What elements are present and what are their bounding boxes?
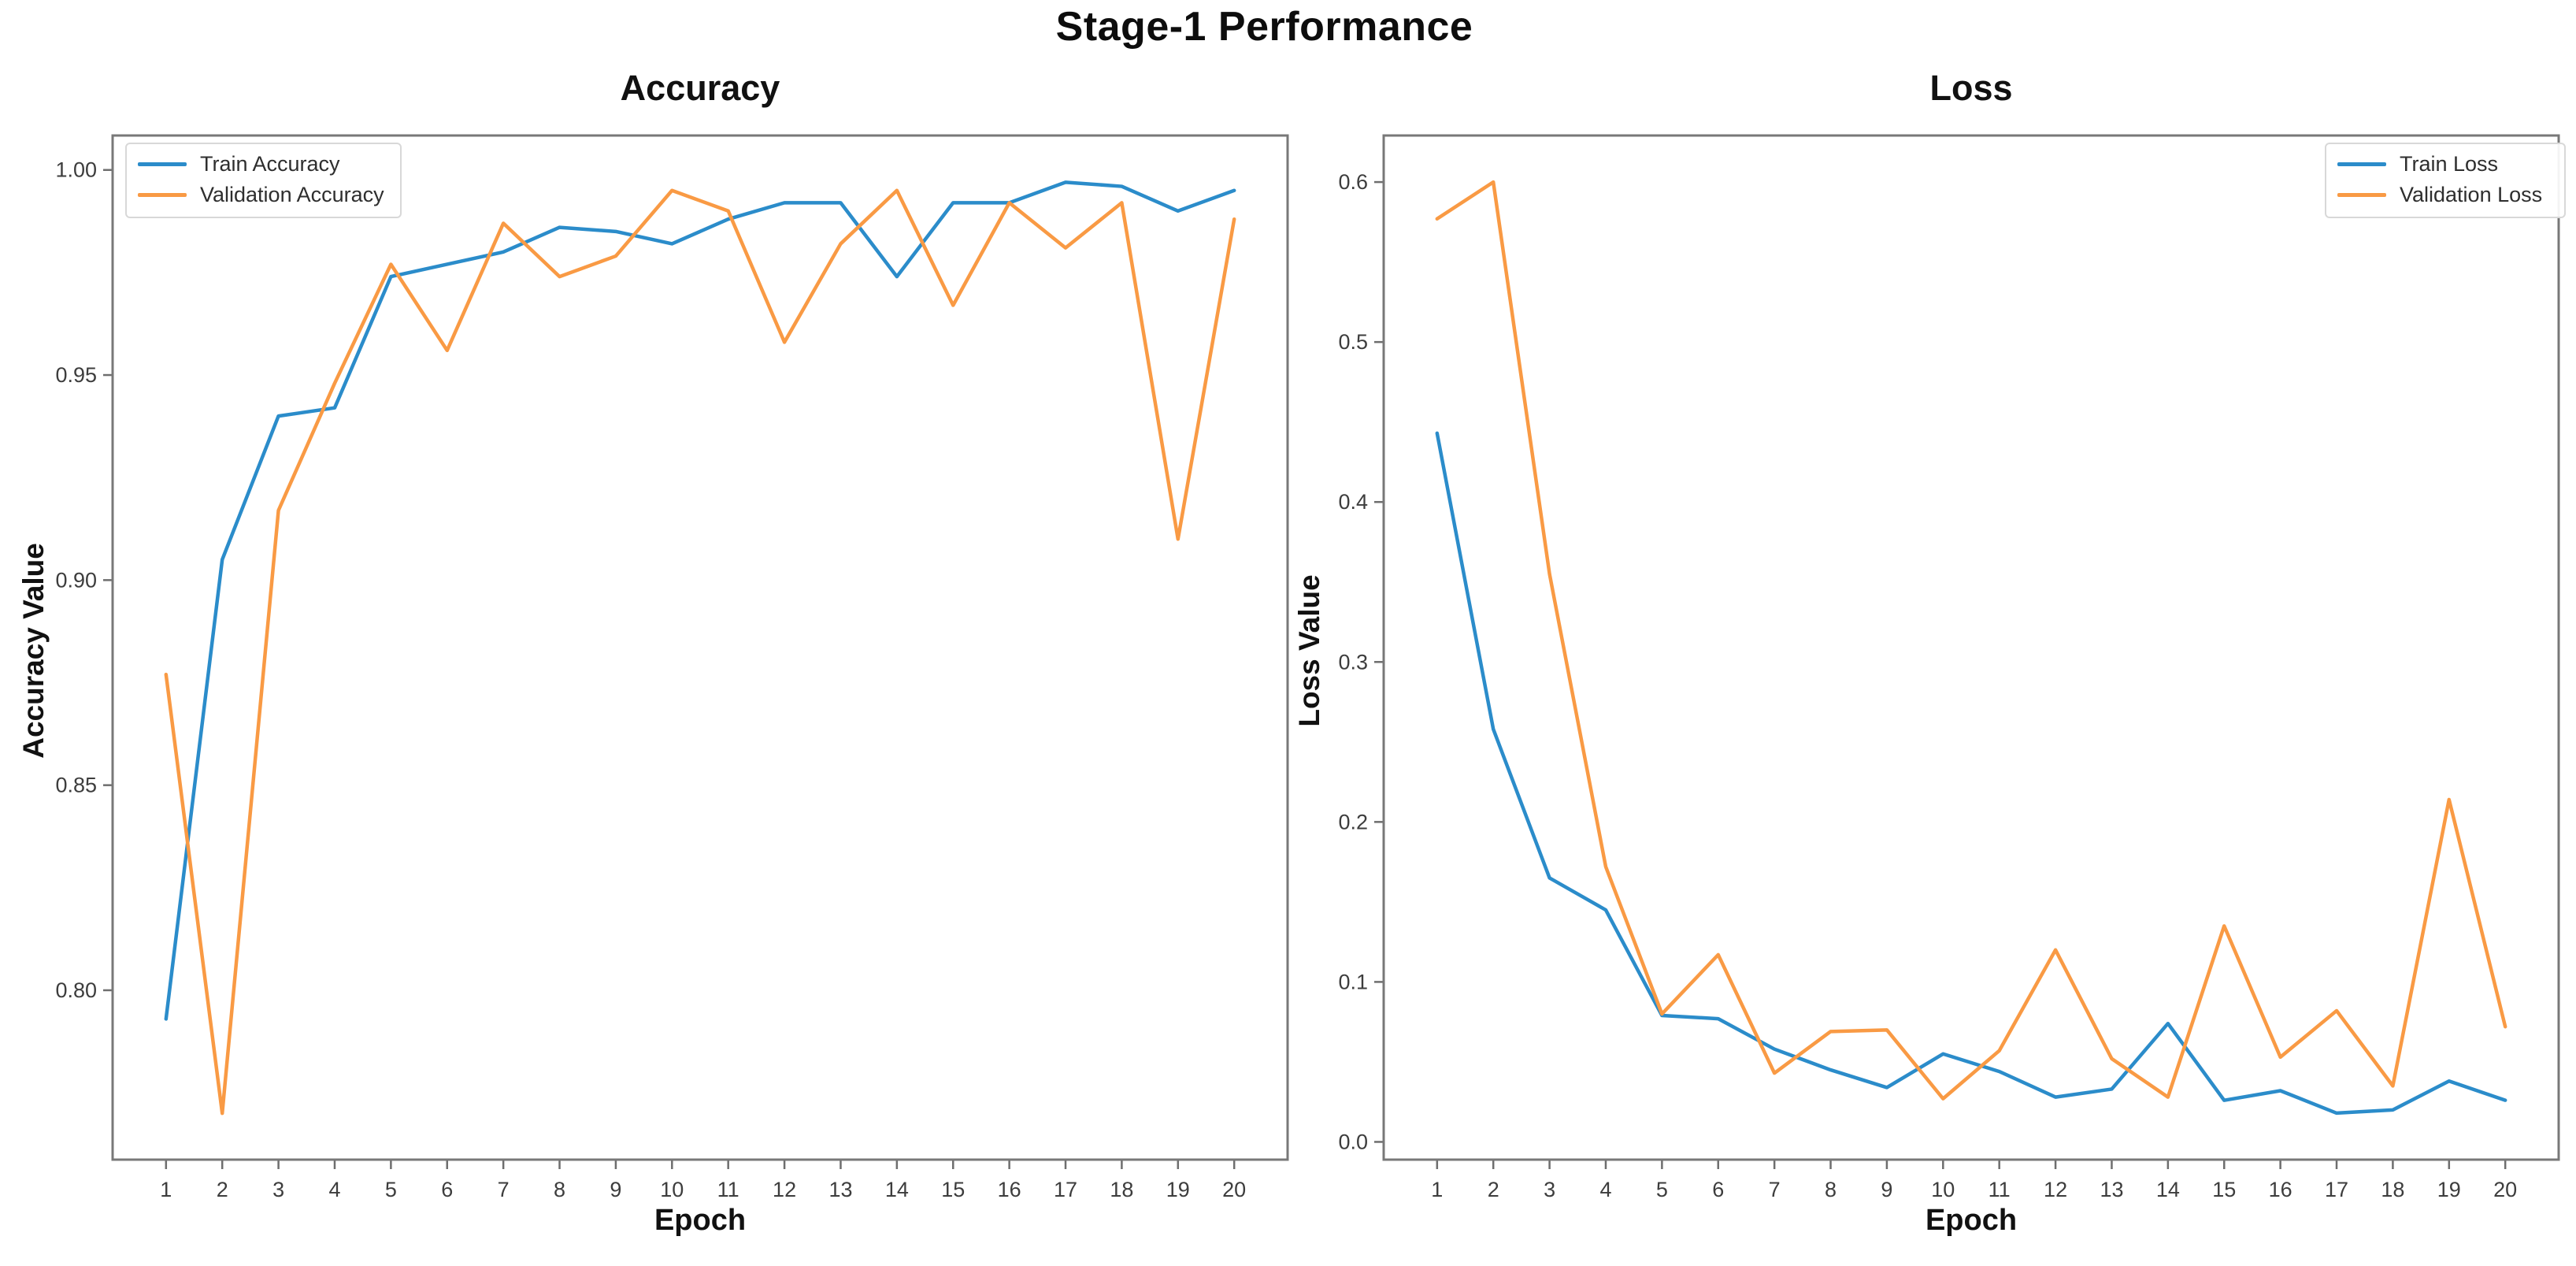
x-tick-label: 4: [328, 1178, 340, 1201]
x-tick-label: 15: [2212, 1178, 2236, 1201]
y-tick-label: 0.85: [55, 774, 97, 797]
x-tick-label: 9: [1881, 1178, 1892, 1201]
x-tick-label: 18: [2381, 1178, 2404, 1201]
x-tick-label: 1: [1431, 1178, 1443, 1201]
train-loss-line: [1435, 431, 2507, 1116]
y-tick-label: 0.4: [1338, 490, 1368, 514]
x-tick-label: 12: [773, 1178, 796, 1201]
x-tick-label: 4: [1599, 1178, 1611, 1201]
legend-row: Validation Loss: [2337, 183, 2548, 207]
legend-label: Train Accuracy: [200, 152, 340, 176]
legend-accuracy: Train Accuracy Validation Accuracy: [125, 143, 402, 218]
x-tick-label: 5: [1656, 1178, 1668, 1201]
x-tick-label: 10: [1931, 1178, 1955, 1201]
validation-loss-line: [1435, 180, 2507, 1101]
legend-row: Train Accuracy: [138, 152, 384, 176]
y-axis-label-accuracy: Accuracy Value: [17, 543, 50, 759]
x-tick-label: 11: [717, 1178, 739, 1201]
x-tick-label: 3: [272, 1178, 284, 1201]
legend-row: Validation Accuracy: [138, 183, 384, 207]
train-accuracy-line-swatch: [138, 162, 187, 166]
x-tick-label: 8: [1825, 1178, 1837, 1201]
x-tick-label: 10: [660, 1178, 684, 1201]
y-tick-label: 0.2: [1338, 810, 1368, 833]
x-tick-label: 13: [2100, 1178, 2123, 1201]
x-tick-label: 11: [1989, 1178, 2011, 1201]
legend-label: Train Loss: [2400, 152, 2499, 176]
y-tick-label: 0.5: [1338, 330, 1368, 354]
train-accuracy-line: [164, 180, 1236, 1021]
x-tick-label: 7: [498, 1178, 510, 1201]
x-tick-label: 7: [1769, 1178, 1781, 1201]
y-tick-label: 1.00: [55, 158, 97, 182]
y-tick-label: 0.80: [55, 978, 97, 1002]
x-tick-label: 19: [1166, 1178, 1190, 1201]
train-loss-line-swatch: [2337, 162, 2386, 166]
x-tick-label: 18: [1110, 1178, 1133, 1201]
legend-label: Validation Accuracy: [200, 183, 384, 206]
loss-plot-area: 1 2 3 4 5 6 7 8 9 10 11 12 13 14 15 16 17 18 19 200.00.10.2…: [1338, 134, 2560, 1201]
x-tick-label: 9: [610, 1178, 621, 1201]
y-tick-label: 0.3: [1338, 650, 1368, 674]
y-tick-label: 0.90: [55, 568, 97, 592]
figure-title: Stage-1 Performance: [1055, 4, 1473, 50]
x-tick-label: 3: [1544, 1178, 1555, 1201]
x-tick-label: 15: [941, 1178, 965, 1201]
legend-row: Train Loss: [2337, 152, 2548, 176]
x-tick-label: 16: [998, 1178, 1021, 1201]
y-axis-label-loss: Loss Value: [1293, 574, 1325, 727]
legend-label: Validation Loss: [2400, 183, 2543, 206]
plot-title-accuracy: Accuracy: [620, 68, 780, 108]
x-tick-label: 5: [385, 1178, 397, 1201]
x-tick-label: 20: [2493, 1178, 2517, 1201]
validation-accuracy-line-swatch: [138, 193, 187, 197]
x-axis-label-accuracy: Epoch: [654, 1204, 747, 1237]
x-tick-label: 2: [217, 1178, 228, 1201]
x-tick-label: 14: [2156, 1178, 2180, 1201]
validation-accuracy-line: [164, 188, 1236, 1116]
x-tick-label: 8: [554, 1178, 565, 1201]
x-tick-label: 13: [828, 1178, 852, 1201]
x-tick-label: 14: [885, 1178, 909, 1201]
plot-frame: [1382, 134, 2560, 1161]
x-tick-label: 20: [1222, 1178, 1246, 1201]
x-tick-label: 17: [2325, 1178, 2348, 1201]
validation-loss-line-swatch: [2337, 193, 2386, 197]
x-tick-label: 17: [1054, 1178, 1077, 1201]
y-tick-label: 0.95: [55, 363, 97, 387]
y-tick-label: 0.6: [1338, 170, 1368, 194]
x-tick-label: 19: [2437, 1178, 2461, 1201]
x-tick-label: 2: [1488, 1178, 1499, 1201]
x-tick-label: 12: [2044, 1178, 2067, 1201]
legend-loss: Train Loss Validation Loss: [2325, 143, 2566, 218]
x-tick-label: 16: [2269, 1178, 2292, 1201]
plot-frame: [111, 134, 1289, 1161]
accuracy-plot-area: 1 2 3 4 5 6 7 8 9 10 11 12 13 14 15 16 17 18 19 200.800.850…: [55, 134, 1289, 1201]
x-tick-label: 6: [441, 1178, 453, 1201]
x-tick-label: 6: [1712, 1178, 1724, 1201]
x-tick-label: 1: [160, 1178, 172, 1201]
plot-title-loss: Loss: [1929, 68, 2013, 108]
x-axis-label-loss: Epoch: [1925, 1204, 2018, 1237]
y-tick-label: 0.0: [1338, 1130, 1368, 1153]
y-tick-label: 0.1: [1338, 970, 1368, 993]
